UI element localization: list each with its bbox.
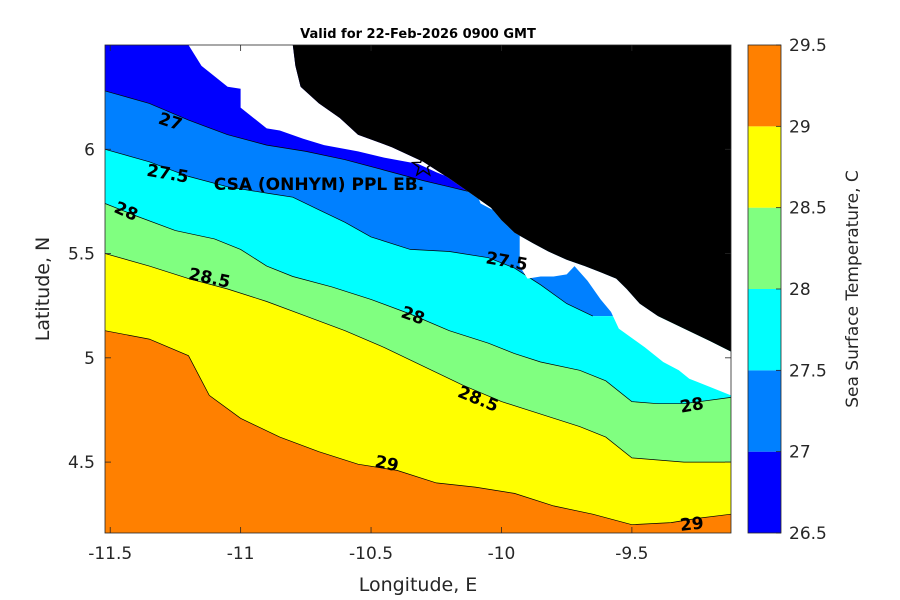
- y-tick-label: 5.5: [68, 245, 95, 265]
- contour-label: 29: [373, 452, 400, 476]
- y-tick-label: 5: [84, 349, 95, 369]
- x-axis-label: Longitude, E: [359, 574, 478, 596]
- station: CSA (ONHYM) PPL EB.: [214, 152, 436, 195]
- x-tick-label: -9.5: [615, 544, 648, 564]
- x-tick-label: -11.5: [88, 544, 132, 564]
- chart-title: Valid for 22-Feb-2026 0900 GMT: [300, 27, 536, 42]
- colorbar-tick-label: 27.5: [789, 361, 827, 381]
- colorbar: 26.5 27 27.5 28 28.5 29 29.5: [747, 36, 827, 544]
- colorbar-tick-label: 26.5: [789, 524, 827, 544]
- colorbar-swatch: [748, 45, 781, 127]
- station-star-icon: [410, 152, 436, 177]
- sst-band-27.5: [105, 149, 731, 404]
- colorbar-label: Sea Surface Temperature, C: [843, 170, 863, 408]
- x-axis: -11.5 -11 -10.5 -10 -9.5: [88, 45, 648, 564]
- colorbar-tick-label: 28: [789, 280, 811, 300]
- colorbar-tick-label: 28.5: [789, 199, 827, 219]
- colorbar-swatch: [748, 126, 781, 208]
- plot-frame: [104, 44, 732, 534]
- colorbar-tick-label: 27: [789, 443, 811, 463]
- contour-line-c28_0: [105, 203, 731, 405]
- sst-band-28: [105, 203, 731, 463]
- contour-label: 28: [678, 394, 705, 418]
- sst-band-28.5: [105, 253, 731, 525]
- sst-band-29: [105, 330, 731, 533]
- colorbar-swatch: [748, 451, 781, 533]
- y-tick-label: 4.5: [68, 453, 95, 473]
- contour-label: 29: [679, 513, 705, 535]
- colorbar-swatch: [748, 207, 781, 289]
- contour-line-c29_0: [105, 330, 731, 526]
- colorbar-swatch: [748, 289, 781, 371]
- contour-line-c28_5: [105, 253, 731, 463]
- colorbar-tick-label: 29.5: [789, 36, 827, 56]
- colorbar-swatch: [748, 370, 781, 452]
- y-tick-label: 6: [84, 140, 95, 160]
- y-axis: 4.5 5 5.5 6: [68, 140, 731, 473]
- x-tick-label: -10.5: [349, 544, 393, 564]
- land-mass: [292, 45, 731, 352]
- x-tick-label: -11: [227, 544, 255, 564]
- station-label: CSA (ONHYM) PPL EB.: [214, 175, 424, 195]
- y-axis-label: Latitude, N: [32, 237, 54, 342]
- no-data-mask: [188, 45, 731, 396]
- x-tick-label: -10: [488, 544, 516, 564]
- colorbar-tick-label: 29: [789, 117, 811, 137]
